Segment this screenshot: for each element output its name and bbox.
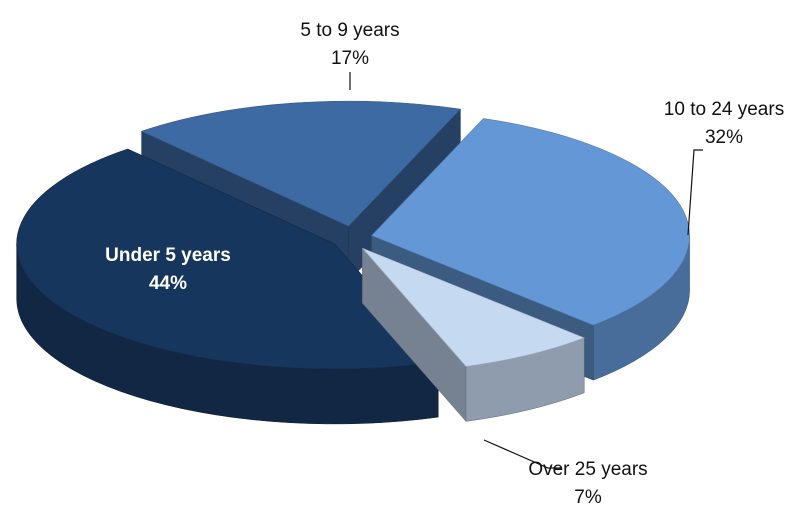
value-label: 44% [149, 273, 187, 294]
pie-slice [140, 100, 462, 227]
slice-group [16, 148, 439, 425]
value-label: 32% [705, 127, 743, 148]
leader-line [687, 149, 703, 236]
category-label: 5 to 9 years [300, 20, 399, 41]
pie-slice [362, 247, 585, 367]
category-label: Under 5 years [105, 245, 231, 266]
pie-slice [16, 148, 439, 370]
category-label: 10 to 24 years [664, 99, 784, 120]
value-label: 7% [574, 487, 602, 508]
category-label: Over 25 years [528, 459, 647, 480]
leader-line [483, 439, 562, 469]
pie-slice [371, 118, 690, 326]
value-label: 17% [331, 48, 369, 69]
slice-group [362, 247, 585, 423]
